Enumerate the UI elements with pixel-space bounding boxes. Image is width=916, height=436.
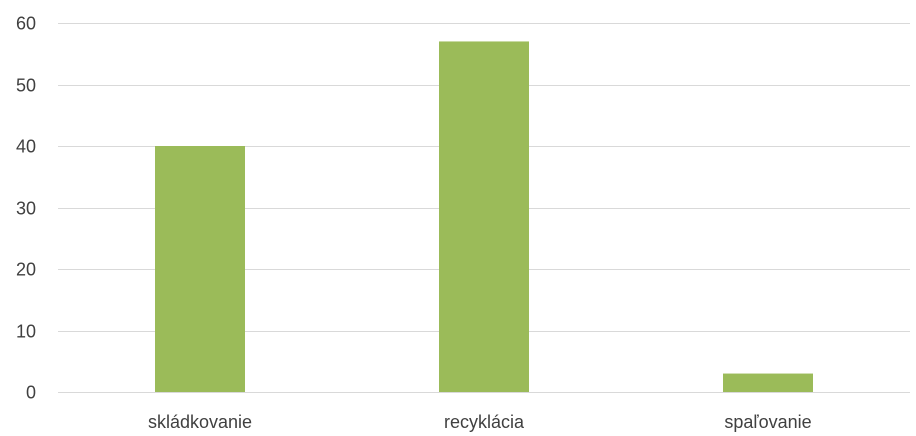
x-category-label: skládkovanie	[148, 412, 252, 432]
y-tick-label: 40	[16, 137, 36, 157]
x-category-label: recyklácia	[444, 412, 525, 432]
x-axis-category-labels: skládkovanie recyklácia spaľovanie	[148, 412, 812, 432]
y-tick-label: 50	[16, 76, 36, 96]
y-tick-label: 20	[16, 260, 36, 280]
y-tick-label: 30	[16, 199, 36, 219]
y-tick-label: 10	[16, 322, 36, 342]
bars	[155, 41, 813, 392]
y-axis-tick-labels: 0 10 20 30 40 50 60	[16, 14, 36, 403]
y-tick-label: 0	[26, 383, 36, 403]
x-category-label: spaľovanie	[724, 412, 811, 432]
y-tick-label: 60	[16, 14, 36, 34]
bar-0	[155, 146, 245, 392]
bar-1	[439, 41, 529, 392]
bar-2	[723, 373, 813, 392]
